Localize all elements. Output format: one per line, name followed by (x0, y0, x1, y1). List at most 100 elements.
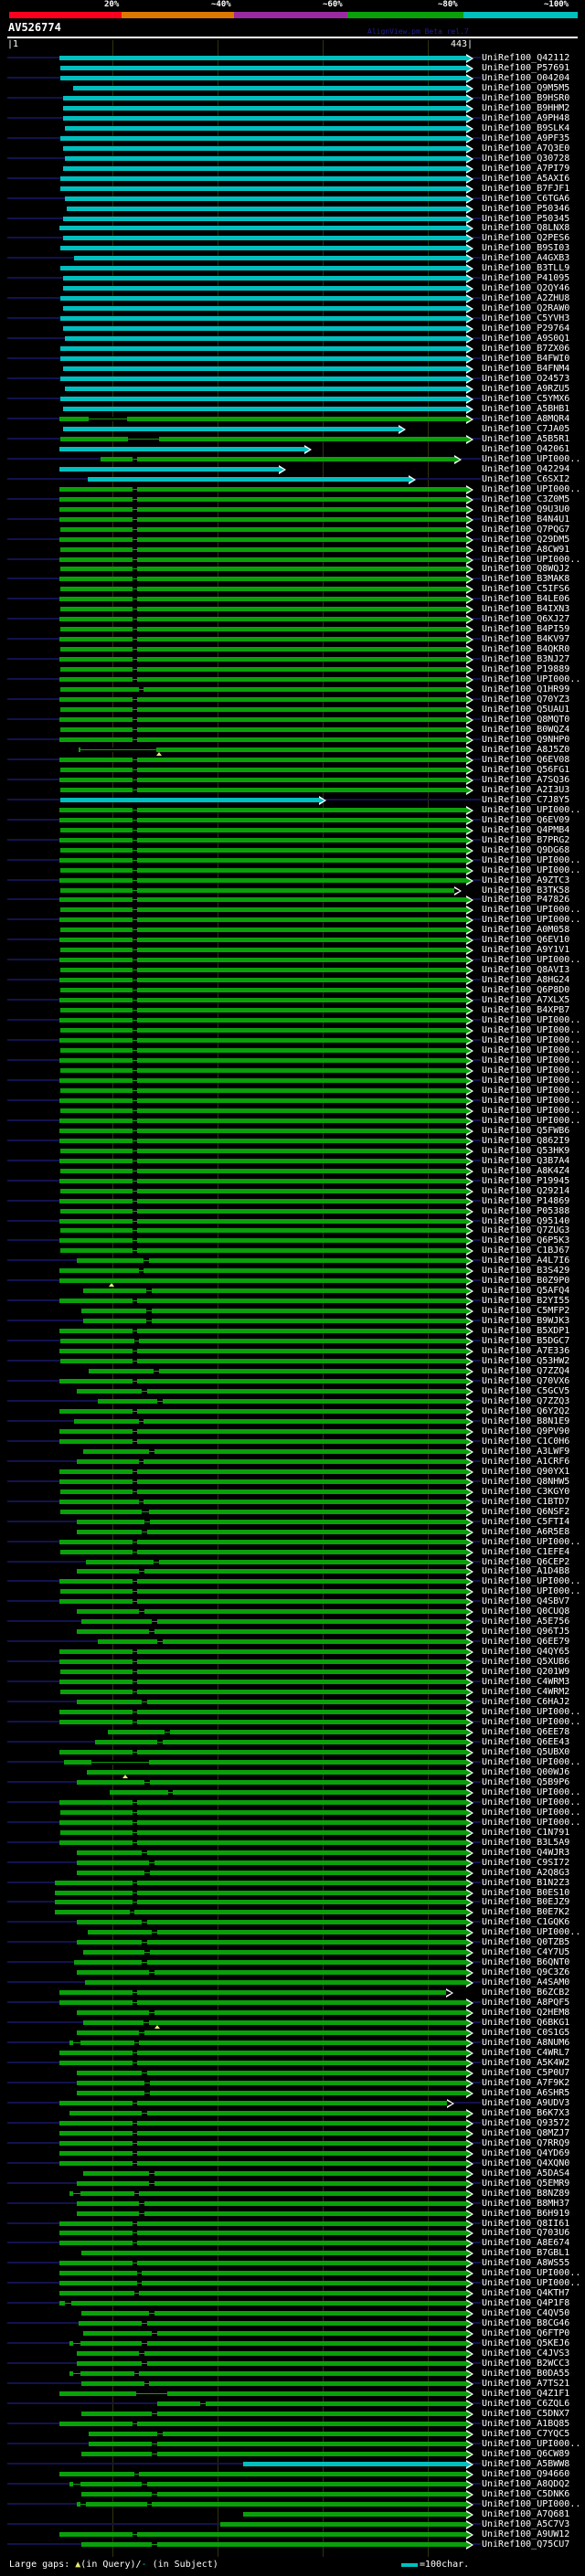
alignment-bar[interactable] (60, 1248, 466, 1253)
alignment-bar[interactable] (63, 116, 466, 121)
hit-label[interactable]: UniRef100_A2Q8G3 (482, 1868, 570, 1878)
alignment-bar[interactable] (63, 306, 466, 311)
alignment-bar[interactable] (59, 1349, 466, 1353)
alignment-bar[interactable] (59, 2422, 466, 2426)
hit-label[interactable]: UniRef100_B6ZCB2 (482, 1988, 570, 1998)
hit-label[interactable]: UniRef100_A8HG24 (482, 975, 570, 985)
alignment-bar[interactable] (60, 587, 466, 591)
alignment-bar[interactable] (60, 1189, 466, 1193)
alignment-bar[interactable] (77, 2181, 466, 2186)
alignment-bar[interactable] (59, 1840, 466, 1845)
hit-label[interactable]: UniRef100_B6H919 (482, 2209, 570, 2219)
hit-label[interactable]: UniRef100_A5AXI6 (482, 174, 570, 184)
alignment-bar[interactable] (59, 2391, 466, 2396)
hit-label[interactable]: UniRef100_C3Z0M5 (482, 494, 570, 504)
alignment-bar[interactable] (60, 627, 466, 631)
hit-label[interactable]: UniRef100_UPI000.. (482, 1537, 581, 1547)
alignment-bar[interactable] (59, 1800, 466, 1805)
alignment-bar[interactable] (59, 1278, 466, 1283)
alignment-bar[interactable] (79, 2321, 466, 2326)
alignment-bar[interactable] (59, 2231, 466, 2235)
hit-label[interactable]: UniRef100_Q94660 (482, 2469, 570, 2479)
alignment-bar[interactable] (81, 2381, 466, 2386)
hit-label[interactable]: UniRef100_Q5UAU1 (482, 705, 570, 715)
alignment-bar[interactable] (59, 1469, 466, 1474)
alignment-bar[interactable] (77, 2201, 466, 2206)
hit-label[interactable]: UniRef100_Q7ZUG3 (482, 1225, 570, 1235)
hit-label[interactable]: UniRef100_B8MH37 (482, 2199, 570, 2209)
hit-label[interactable]: UniRef100_B0E7K2 (482, 1907, 570, 1917)
hit-label[interactable]: UniRef100_Q6EV09 (482, 815, 570, 825)
alignment-bar[interactable] (59, 507, 466, 512)
alignment-bar[interactable] (60, 66, 466, 70)
hit-label[interactable]: UniRef100_Q42112 (482, 53, 570, 63)
hit-label[interactable]: UniRef100_UPI000.. (482, 1065, 581, 1076)
hit-label[interactable]: UniRef100_B4PI59 (482, 624, 570, 634)
hit-label[interactable]: UniRef100_C4WRM3 (482, 1677, 570, 1687)
hit-label[interactable]: UniRef100_A1CRF6 (482, 1457, 570, 1467)
hit-label[interactable]: UniRef100_B6K7X3 (482, 2108, 570, 2118)
alignment-bar[interactable] (59, 808, 466, 812)
alignment-bar[interactable] (59, 597, 466, 601)
hit-label[interactable]: UniRef100_Q703U6 (482, 2228, 570, 2238)
alignment-bar[interactable] (83, 1950, 466, 1955)
hit-label[interactable]: UniRef100_UPI000.. (482, 454, 581, 464)
alignment-bar[interactable] (59, 998, 466, 1002)
alignment-bar[interactable] (63, 326, 466, 331)
alignment-bar[interactable] (60, 346, 466, 351)
alignment-bar[interactable] (59, 1710, 466, 1714)
alignment-bar[interactable] (83, 2171, 466, 2176)
hit-label[interactable]: UniRef100_Q8WQJ2 (482, 564, 570, 574)
alignment-bar[interactable] (60, 948, 466, 952)
hit-label[interactable]: UniRef100_P50346 (482, 204, 570, 214)
alignment-bar[interactable] (60, 1690, 466, 1694)
alignment-bar[interactable] (60, 186, 466, 191)
alignment-bar[interactable] (60, 1550, 466, 1554)
hit-label[interactable]: UniRef100_C5P0U7 (482, 2068, 570, 2078)
alignment-bar[interactable] (60, 437, 466, 441)
alignment-bar[interactable] (60, 547, 466, 552)
hit-label[interactable]: UniRef100_C1BJ67 (482, 1246, 570, 1256)
hit-label[interactable]: UniRef100_A5K4W2 (482, 2058, 570, 2068)
alignment-bar[interactable] (63, 146, 466, 151)
alignment-bar[interactable] (60, 266, 466, 270)
hit-label[interactable]: UniRef100_O24573 (482, 374, 570, 384)
hit-label[interactable]: UniRef100_B8N1E9 (482, 1416, 570, 1426)
alignment-bar[interactable] (63, 427, 399, 431)
hit-label[interactable]: UniRef100_B7GBL1 (482, 2248, 570, 2258)
hit-label[interactable]: UniRef100_Q93572 (482, 2118, 570, 2128)
alignment-bar[interactable] (77, 1258, 466, 1263)
hit-label[interactable]: UniRef100_A5DAS4 (482, 2168, 570, 2178)
alignment-bar[interactable] (59, 2221, 466, 2226)
alignment-bar[interactable] (59, 1038, 466, 1043)
alignment-bar[interactable] (59, 938, 466, 942)
alignment-bar[interactable] (65, 156, 466, 161)
alignment-bar[interactable] (65, 126, 466, 131)
alignment-bar[interactable] (60, 768, 466, 772)
alignment-bar[interactable] (59, 1439, 466, 1444)
alignment-bar[interactable] (63, 286, 466, 291)
hit-label[interactable]: UniRef100_B9HHM2 (482, 103, 570, 113)
hit-label[interactable]: UniRef100_Q5XUB6 (482, 1657, 570, 1667)
hit-label[interactable]: UniRef100_C1N791 (482, 1828, 570, 1838)
hit-label[interactable]: UniRef100_B3L5A9 (482, 1838, 570, 1848)
alignment-bar[interactable] (60, 848, 466, 853)
hit-label[interactable]: UniRef100_A1BQ85 (482, 2419, 570, 2429)
alignment-bar[interactable] (59, 2281, 466, 2285)
alignment-bar[interactable] (59, 2161, 466, 2166)
hit-label[interactable]: UniRef100_B2WCC3 (482, 2359, 570, 2369)
hit-label[interactable]: UniRef100_P14869 (482, 1196, 570, 1206)
alignment-bar[interactable] (59, 1199, 466, 1203)
hit-label[interactable]: UniRef100_C0S1G5 (482, 2028, 570, 2038)
alignment-bar[interactable] (77, 1520, 466, 1524)
hit-label[interactable]: UniRef100_Q9M5M5 (482, 83, 570, 93)
hit-label[interactable]: UniRef100_Q4XQN0 (482, 2158, 570, 2168)
hit-label[interactable]: UniRef100_C4QV50 (482, 2308, 570, 2318)
alignment-bar[interactable] (60, 667, 466, 672)
alignment-bar[interactable] (108, 1730, 466, 1734)
hit-label[interactable]: UniRef100_UPI000.. (482, 1076, 581, 1086)
hit-label[interactable]: UniRef100_C6ZQL6 (482, 2399, 570, 2409)
alignment-bar[interactable] (89, 1369, 466, 1373)
hit-label[interactable]: UniRef100_Q75CU7 (482, 2539, 570, 2549)
hit-label[interactable]: UniRef100_A9UDV3 (482, 2098, 570, 2108)
